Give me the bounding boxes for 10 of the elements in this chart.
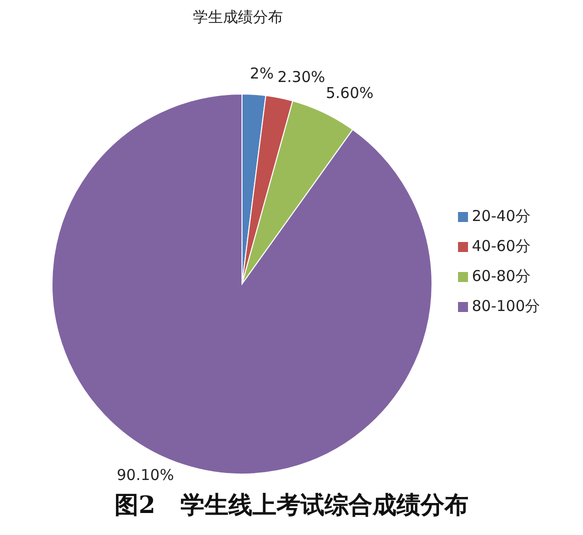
chart-title: 学生成绩分布 <box>192 8 284 27</box>
legend-label: 20-40分 <box>472 207 530 225</box>
legend-label: 80-100分 <box>472 297 540 315</box>
legend-label: 40-60分 <box>472 237 530 255</box>
data-label: 2.30% <box>278 68 326 86</box>
data-label: 90.10% <box>116 466 174 484</box>
data-label: 5.60% <box>326 84 374 102</box>
caption: 图2 学生线上考试综合成绩分布 <box>114 489 470 521</box>
legend-label: 60-80分 <box>472 267 530 285</box>
data-label: 2% <box>250 64 274 82</box>
